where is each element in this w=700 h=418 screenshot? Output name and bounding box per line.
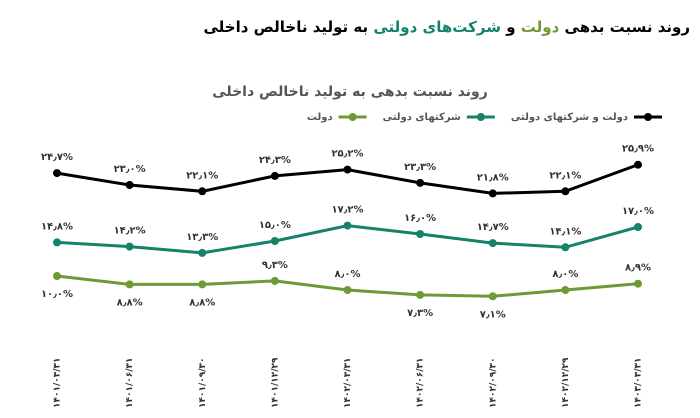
data-point (561, 286, 570, 294)
data-point (416, 178, 425, 187)
data-label: ۸٫۹% (625, 263, 651, 274)
data-point (125, 181, 134, 189)
data-label: ۸٫۰% (335, 269, 361, 280)
data-label: ۱۴٫۱% (549, 226, 581, 237)
data-point (53, 272, 61, 280)
legend-marker (644, 113, 652, 121)
data-point (416, 230, 425, 238)
legend-label: شرکتهای دولتی (383, 112, 461, 123)
data-label: ۱۷٫۰% (622, 206, 654, 217)
title-part: به تولید ناخالص داخلی (204, 18, 374, 36)
data-point (561, 243, 570, 252)
data-label: ۸٫۰% (552, 269, 578, 280)
data-label: ۱۴٫۲% (114, 226, 146, 237)
legend-label: دولت و شرکتهای دولتی (511, 112, 628, 123)
data-label: ۲۳٫۳% (404, 162, 436, 173)
legend-marker (348, 113, 357, 121)
data-point (343, 165, 352, 174)
x-tick-label: ۱۴۰۲/۰۳/۳۱ (343, 357, 353, 408)
data-point (53, 169, 61, 178)
data-point (634, 160, 642, 169)
x-tick-label: ۱۴۰۳/۰۳/۳۱ (634, 357, 644, 408)
title-part: شرکت‌های دولتی (373, 18, 501, 36)
data-label: ۱۷٫۲% (331, 205, 363, 216)
data-point (125, 280, 134, 289)
data-point (488, 189, 497, 198)
chart-title: روند نسبت بدهی به تولید ناخالص داخلی (212, 84, 488, 100)
data-point (634, 223, 642, 231)
data-label: ۸٫۸% (117, 297, 143, 308)
title-part: و (501, 18, 521, 36)
data-label: ۱۳٫۳% (186, 232, 218, 243)
title-part: روند نسبت بدهی (559, 18, 690, 36)
data-point (561, 187, 570, 196)
data-label: ۸٫۸% (189, 297, 215, 308)
data-label: ۱۴٫۸% (41, 221, 73, 232)
data-label: ۲۴٫۷% (41, 152, 73, 163)
page-title: روند نسبت بدهی دولت و شرکت‌های دولتی به … (204, 18, 691, 36)
x-tick-label: ۱۴۰۱/۱۲/۲۹ (270, 357, 280, 408)
data-point (198, 248, 207, 257)
data-point (488, 292, 497, 301)
x-tick-label: ۱۴۰۱/۰۳/۳۱ (53, 357, 63, 408)
data-point (416, 290, 425, 299)
data-point (198, 280, 207, 289)
x-tick-label: ۱۴۰۲/۱۲/۲۹ (561, 357, 571, 408)
data-label: ۷٫۳% (407, 308, 433, 319)
data-label: ۲۵٫۹% (622, 144, 654, 155)
data-point (270, 171, 279, 180)
title-part: دولت (521, 18, 560, 36)
data-label: ۱۵٫۰% (259, 220, 291, 231)
x-tick-label: ۱۴۰۱/۰۶/۳۱ (125, 357, 135, 408)
data-label: ۱۰٫۰% (41, 289, 73, 300)
data-label: ۲۲٫۱% (549, 170, 581, 181)
data-point (270, 237, 279, 245)
data-label: ۱۶٫۰% (404, 213, 436, 224)
data-label: ۲۱٫۸% (477, 172, 509, 183)
data-point (343, 286, 352, 294)
data-label: ۲۳٫۰% (114, 164, 146, 175)
x-tick-label: ۱۴۰۱/۰۹/۳۰ (198, 357, 208, 408)
data-label: ۲۵٫۲% (331, 149, 363, 160)
data-label: ۹٫۳% (262, 260, 288, 271)
data-point (125, 242, 134, 251)
x-tick-label: ۱۴۰۲/۰۶/۳۱ (416, 357, 426, 408)
data-label: ۲۲٫۱% (186, 170, 218, 181)
x-tick-label: ۱۴۰۲/۰۹/۳۰ (488, 357, 498, 408)
data-point (198, 187, 207, 196)
data-label: ۲۴٫۳% (259, 155, 291, 166)
data-label: ۷٫۱% (480, 309, 506, 320)
data-label: ۱۴٫۷% (477, 222, 509, 233)
data-point (488, 239, 497, 248)
data-point (270, 276, 279, 285)
legend-label: دولت (307, 112, 333, 123)
data-point (634, 279, 642, 288)
data-point (53, 238, 61, 247)
data-point (343, 221, 352, 230)
legend-marker (476, 113, 485, 121)
